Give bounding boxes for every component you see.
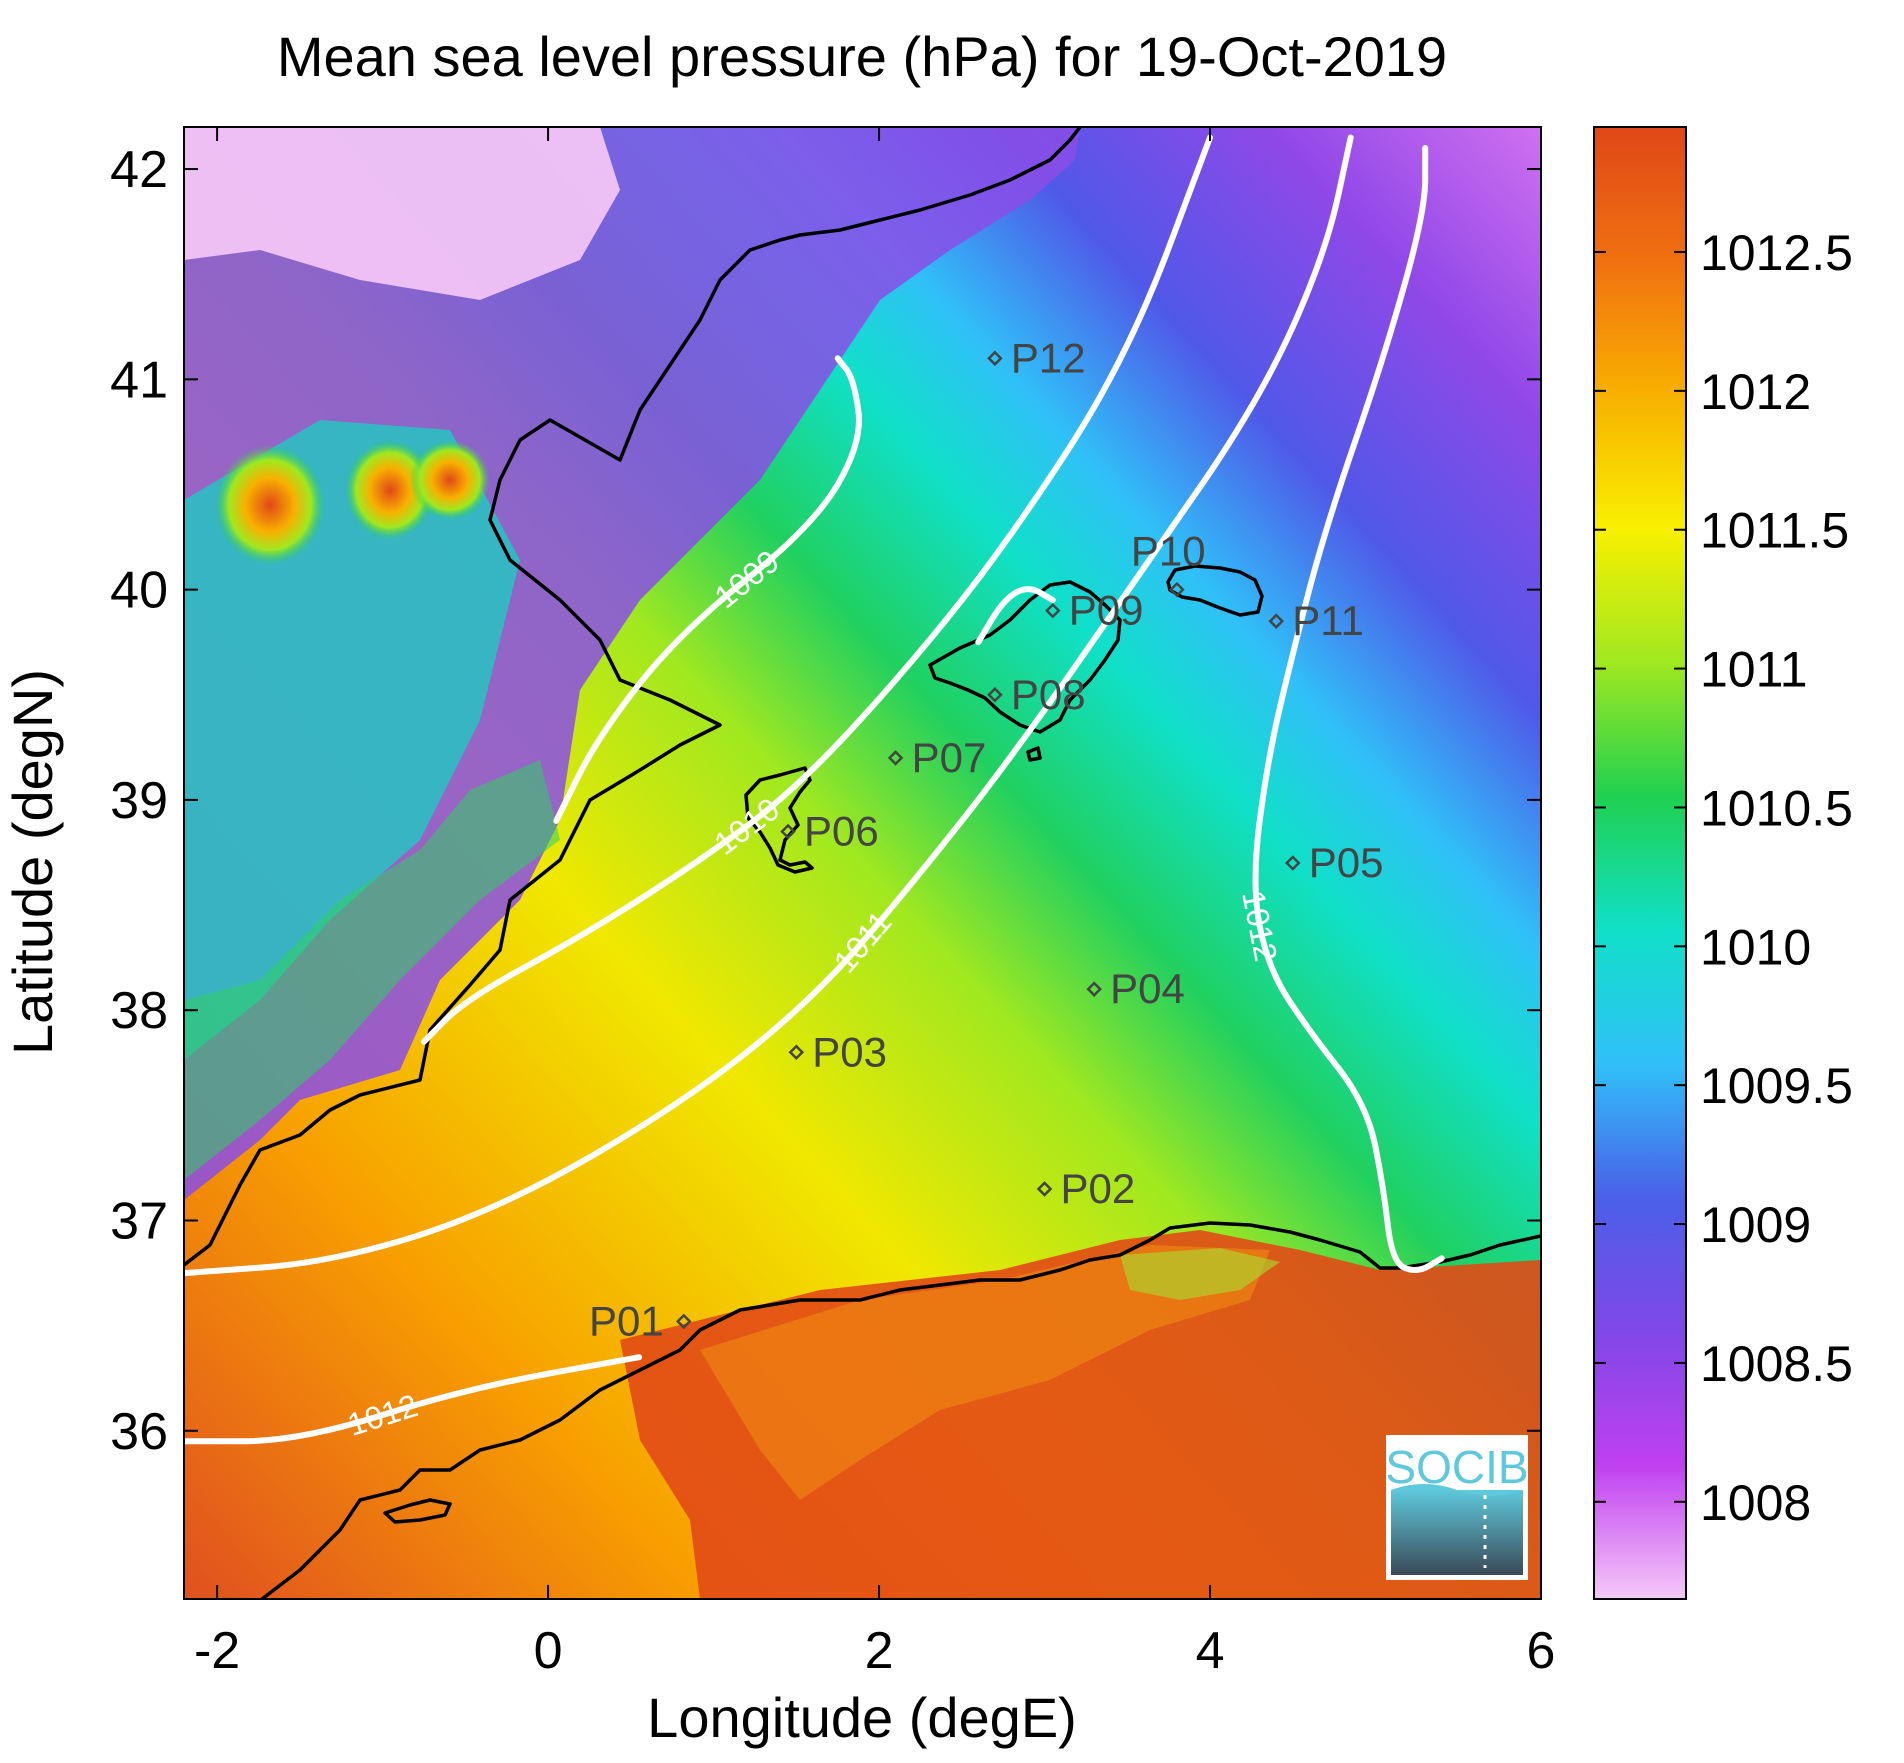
station-marker-p08 (987, 687, 1003, 703)
socib-logo: SOCIB (1385, 1435, 1529, 1580)
station-label-p11: P11 (1292, 597, 1364, 644)
station-label-p05: P05 (1309, 839, 1384, 886)
station-label-p09: P09 (1069, 587, 1144, 634)
station-marker-p10 (1169, 581, 1185, 598)
y-tick-label: 41 (110, 351, 168, 409)
station-label-p03: P03 (812, 1028, 887, 1075)
socib-logo-water (1391, 1490, 1523, 1575)
coastline-africa (260, 1221, 1541, 1599)
coastline-ibiza (744, 766, 814, 874)
station-marker-p05 (1285, 855, 1301, 871)
y-tick-label: 37 (110, 1192, 168, 1250)
land-pressure-texture (184, 127, 1541, 1599)
station-marker-p12 (987, 350, 1003, 367)
y-tick-label: 40 (110, 562, 168, 620)
station-label-p01: P01 (589, 1297, 664, 1344)
station-label-p02: P02 (1061, 1165, 1136, 1212)
station-marker-p04 (1086, 981, 1102, 997)
colorbar-tick-label: 1009.5 (1700, 1058, 1853, 1114)
contour-line-1011 (184, 134, 1354, 1277)
socib-logo-text: SOCIB (1385, 1441, 1528, 1493)
station-label-p06: P06 (804, 807, 879, 854)
x-axis-label: Longitude (degE) (647, 1686, 1077, 1749)
land-field-africa-green (1120, 1248, 1280, 1300)
station-label-p12: P12 (1011, 334, 1086, 381)
station-marker-p06 (780, 823, 796, 840)
land-field-iberia-cyan (184, 420, 520, 1060)
y-tick-label: 42 (110, 141, 168, 199)
station-marker-p09 (1045, 602, 1061, 619)
colorbar-tick-label: 1008 (1700, 1475, 1811, 1531)
x-tick-label: -2 (194, 1622, 240, 1680)
contour-line-1012 (184, 1354, 643, 1445)
station-label-p04: P04 (1110, 965, 1185, 1012)
colorbar-tick-label: 1011 (1700, 642, 1808, 698)
land-field-hotspot (215, 445, 325, 565)
station-label-p07: P07 (912, 734, 987, 781)
station-markers: P01 P02 P03 P04 P05 P06 P07 P08 P09 P10 P11 P12 (589, 334, 1383, 1344)
x-tick-label: 0 (534, 1622, 563, 1680)
land-field-iberia-green (184, 760, 560, 1180)
coastline-menorca (1166, 564, 1264, 617)
contour-line-1012 (1252, 145, 1445, 1273)
colorbar-tick-label: 1010.5 (1700, 780, 1853, 836)
socib-logo-wave (1391, 1484, 1523, 1496)
land-field-iberia-pink (184, 127, 620, 300)
coastline-iberia (184, 127, 1082, 1267)
colorbar-gradient (1593, 126, 1687, 1600)
x-tick-label: 2 (865, 1622, 894, 1680)
station-label-p10: P10 (1131, 528, 1206, 575)
colorbar-tick-label: 1010 (1700, 919, 1811, 975)
x-tick-label: 6 (1527, 1622, 1556, 1680)
station-marker-p07 (887, 750, 904, 766)
y-axis-label: Latitude (degN) (1, 669, 64, 1055)
station-marker-p02 (1036, 1181, 1053, 1197)
y-tick-label: 39 (110, 772, 168, 830)
station-label-p08: P08 (1011, 671, 1086, 718)
chart-title: Mean sea level pressure (hPa) for 19-Oct… (277, 25, 1447, 88)
land-field-hotspot (410, 440, 490, 520)
colorbar-ticks: 1008 1008.5 1009 1009.5 1010 1010.5 1011 1011.5… (1594, 225, 1853, 1531)
x-axis: -2 0 2 4 6 (194, 127, 1555, 1680)
coastline-mallorca (928, 580, 1122, 734)
colorbar-tick-label: 1011.5 (1700, 503, 1849, 559)
colorbar: 1008 1008.5 1009 1009.5 1010 1010.5 1011 1011.5… (1593, 126, 1853, 1600)
contour-line-1010 (421, 134, 1213, 1045)
land-field-hotspot (345, 440, 435, 540)
colorbar-tick-label: 1008.5 (1700, 1336, 1853, 1392)
coastline-cabrera (1026, 746, 1042, 762)
colorbar-tick-label: 1012 (1700, 364, 1811, 420)
y-tick-label: 38 (110, 982, 168, 1040)
colorbar-tick-label: 1009 (1700, 1197, 1811, 1253)
plot-frame (183, 126, 1542, 1600)
land-field-africa-mixed (700, 1245, 1270, 1500)
contour-line-1010 (975, 586, 1056, 646)
coastline-africa-island (383, 1498, 452, 1524)
station-marker-p11 (1268, 613, 1284, 629)
y-tick-label: 36 (110, 1403, 168, 1461)
station-marker-p01 (676, 1313, 692, 1330)
coastline (184, 127, 1541, 1599)
station-marker-p03 (788, 1044, 805, 1061)
y-axis: 36 37 38 39 40 41 42 (110, 141, 1541, 1461)
x-tick-label: 4 (1196, 1622, 1225, 1680)
colorbar-tick-label: 1012.5 (1700, 225, 1853, 281)
contour-line-1009 (553, 355, 862, 824)
